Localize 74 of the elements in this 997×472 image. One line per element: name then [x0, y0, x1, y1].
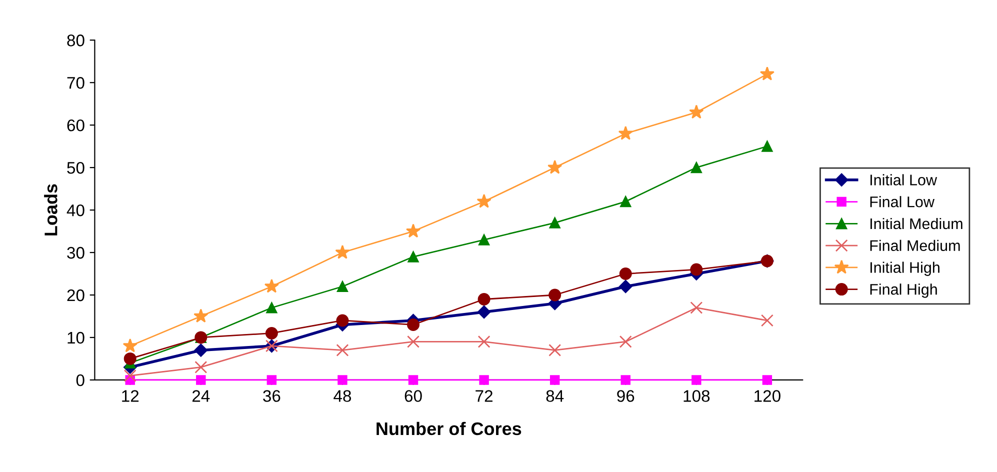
- point: [619, 335, 632, 348]
- point: [338, 375, 348, 385]
- y-tick-label: 40: [66, 204, 84, 216]
- y-tick-label: 80: [67, 34, 84, 46]
- x-tick-label: 24: [192, 390, 210, 402]
- y-tick-label: 10: [68, 332, 84, 344]
- point: [762, 140, 773, 152]
- y-tick-label: 30: [67, 246, 84, 259]
- point: [336, 280, 348, 292]
- point: [548, 344, 562, 356]
- x-tick-label: 72: [476, 390, 492, 402]
- legend-label: Final High: [870, 284, 937, 298]
- y-tick-label: 50: [67, 162, 84, 174]
- point: [478, 293, 490, 306]
- x-tick-label: 48: [334, 390, 352, 402]
- point: [760, 66, 774, 80]
- point: [477, 305, 491, 319]
- y-tick-label: 60: [67, 119, 84, 132]
- point: [266, 375, 277, 385]
- legend-label: Initial Low: [870, 174, 938, 186]
- x-tick-label: 108: [684, 390, 710, 402]
- point: [620, 375, 630, 385]
- point: [549, 217, 560, 228]
- point: [479, 375, 489, 385]
- legend-label: Initial High: [870, 262, 940, 276]
- point: [618, 126, 633, 140]
- point: [690, 301, 703, 314]
- point: [406, 224, 421, 238]
- point: [690, 263, 703, 276]
- point: [336, 344, 349, 356]
- x-tick-label: 12: [122, 390, 139, 402]
- point: [264, 278, 279, 293]
- legend-label: Final Medium: [870, 240, 960, 252]
- y-tick-label: 70: [67, 77, 84, 89]
- point: [762, 375, 772, 385]
- x-tick-label: 96: [617, 390, 634, 402]
- x-axis-title: Number of Cores: [376, 422, 522, 436]
- point: [760, 314, 774, 327]
- y-tick-label: 0: [76, 374, 84, 386]
- point: [408, 375, 418, 385]
- legend-label: Initial Medium: [870, 218, 962, 230]
- x-tick-label: 60: [404, 390, 422, 402]
- point: [689, 104, 704, 119]
- point: [548, 288, 562, 302]
- x-tick-label: 36: [263, 390, 280, 402]
- point: [196, 375, 206, 385]
- point: [265, 326, 278, 340]
- point: [478, 234, 490, 246]
- point: [335, 244, 350, 259]
- point: [122, 338, 138, 352]
- point: [408, 251, 419, 262]
- point: [476, 194, 492, 208]
- x-tick-label: 120: [754, 390, 780, 402]
- point: [548, 160, 562, 174]
- point: [194, 360, 208, 374]
- point: [690, 162, 702, 174]
- point: [620, 196, 632, 208]
- point: [550, 375, 560, 385]
- point: [194, 344, 208, 357]
- point: [336, 314, 349, 327]
- point: [619, 268, 632, 280]
- point: [266, 302, 278, 314]
- point: [194, 308, 208, 323]
- point: [407, 318, 420, 331]
- y-tick-label: 20: [67, 289, 84, 302]
- legend-label: Final Low: [870, 196, 935, 208]
- y-axis-title: Loads: [44, 184, 58, 236]
- point: [407, 335, 420, 348]
- point: [619, 280, 632, 294]
- x-tick-label: 84: [546, 390, 564, 402]
- point: [124, 369, 136, 382]
- point: [124, 352, 136, 365]
- point: [692, 375, 702, 385]
- point: [478, 335, 490, 348]
